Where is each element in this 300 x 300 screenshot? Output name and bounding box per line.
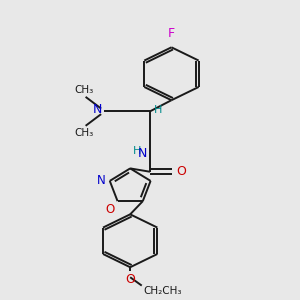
- Text: CH₃: CH₃: [74, 85, 94, 94]
- Text: N: N: [93, 103, 102, 116]
- Text: N: N: [138, 147, 147, 160]
- Text: O: O: [125, 273, 135, 286]
- Text: CH₃: CH₃: [74, 128, 94, 138]
- Text: H: H: [154, 105, 163, 115]
- Text: H: H: [134, 146, 142, 156]
- Text: O: O: [176, 165, 186, 178]
- Text: CH₂CH₃: CH₂CH₃: [143, 286, 182, 296]
- Text: F: F: [168, 27, 175, 40]
- Text: O: O: [106, 202, 115, 215]
- Text: N: N: [97, 174, 106, 187]
